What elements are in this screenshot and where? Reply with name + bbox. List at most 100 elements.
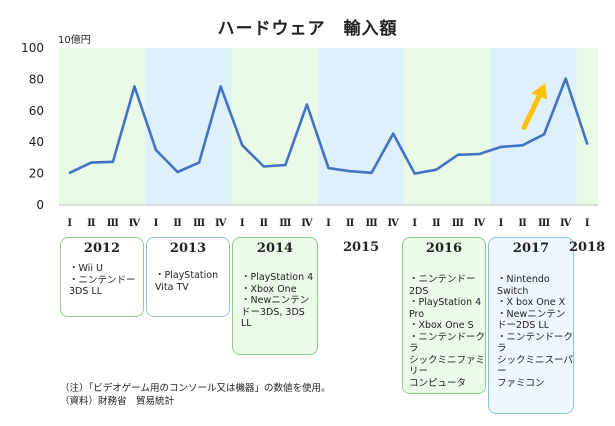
quarter-tick-label: Ⅰ [67, 218, 72, 229]
year-band [403, 48, 491, 205]
data-point [499, 145, 503, 149]
quarter-tick-label: Ⅳ [388, 218, 400, 229]
data-point [586, 142, 589, 145]
series-group [68, 77, 589, 175]
quarter-tick-label: Ⅱ [346, 218, 354, 229]
quarter-tick-label: Ⅳ [301, 218, 313, 229]
quarter-tick-label: Ⅰ [499, 218, 504, 229]
quarter-tick-label: Ⅲ [538, 218, 550, 229]
data-point [262, 165, 266, 168]
quarter-tick-label: Ⅲ [193, 218, 205, 229]
console-box-2013: 2013 ・PlayStation Vita TV [146, 237, 230, 317]
y-tick-label: 80 [29, 72, 44, 86]
year-band [317, 48, 404, 205]
data-point [133, 85, 136, 88]
data-point [111, 160, 115, 164]
year-band [59, 48, 146, 205]
data-point [435, 168, 438, 171]
quarter-tick-label: Ⅰ [412, 218, 417, 229]
data-point [68, 171, 71, 175]
console-item: ・PlayStation 4 Pro [409, 297, 482, 320]
year-band [490, 48, 577, 205]
console-item: ・PlayStation 4 [241, 272, 314, 283]
data-point [284, 163, 287, 167]
year-band [231, 48, 318, 205]
year-band [576, 48, 598, 205]
quarter-tick-label: Ⅱ [432, 218, 440, 229]
data-point [154, 148, 158, 152]
quarter-tick-label: Ⅰ [585, 218, 590, 229]
year-label-2013: 2013 [169, 241, 207, 256]
quarter-tick-label: Ⅰ [154, 218, 159, 229]
quarter-tick-label: Ⅲ [107, 218, 119, 229]
quarter-tick-label: Ⅳ [215, 218, 227, 229]
quarter-tick-label: Ⅱ [173, 218, 181, 229]
console-item: ・PlayStation Vita TV [155, 270, 219, 293]
arrow-head [531, 83, 548, 100]
quarter-tick-label: Ⅳ [560, 218, 572, 229]
console-item: ・ニンテンドー 3DS LL [69, 274, 136, 298]
y-tick-label: 20 [29, 167, 44, 181]
quarter-tick-label: Ⅳ [129, 218, 141, 229]
quarter-tick-label: Ⅳ [474, 218, 486, 229]
y-axis-unit-label: 10億円 [58, 35, 91, 46]
y-axis-ticks: 0 20 40 60 80 100 [21, 41, 44, 212]
data-point [542, 133, 546, 136]
console-item: ・Nintendo Switch [497, 274, 550, 297]
console-item: ・ニンテンドークラ シックミニスーパー ファミコン [497, 331, 574, 389]
year-label-2014: 2014 [256, 241, 294, 256]
chart-title: ハードウェア 輸入額 [217, 19, 398, 39]
quarter-tick-label: Ⅱ [518, 218, 526, 229]
year-label-2017: 2017 [512, 241, 550, 256]
console-box-2012: 2012 ・Wii U ・ニンテンドー 3DS LL [60, 237, 144, 317]
trend-arrow [521, 83, 548, 130]
year-label-2012: 2012 [83, 241, 121, 256]
quarter-tick-label: Ⅰ [240, 218, 245, 229]
y-tick-label: 40 [29, 135, 44, 149]
console-box-2016: 2016 ・ニンテンドー 2DS ・PlayStation 4 Pro ・Xbo… [402, 237, 486, 394]
console-item: ・Wii U [69, 263, 103, 274]
y-tick-label: 100 [21, 41, 44, 55]
quarter-tick-label: Ⅰ [326, 218, 331, 229]
data-point [90, 161, 93, 164]
data-point [391, 132, 395, 135]
year-label-2018: 2018 [569, 240, 606, 255]
quarter-tick-label: Ⅲ [279, 218, 291, 229]
console-item: ・Newニンテン ドー3DS, 3DS LL [241, 295, 310, 329]
console-item: ・Xbox One S [409, 320, 474, 331]
data-point [176, 170, 179, 174]
console-item: ・ニンテンドークラ シックミニファミリー コンピュータ [409, 331, 486, 389]
year-bands [59, 48, 598, 205]
arrow-shaft [521, 89, 544, 130]
quarter-tick-label: Ⅲ [366, 218, 378, 229]
console-item: ・Newニンテン ドー2DS LL [497, 308, 566, 332]
quarter-tick-label: Ⅱ [87, 218, 95, 229]
console-item: ・Xbox One [241, 283, 297, 295]
console-box-2014: 2014 ・PlayStation 4 ・Xbox One ・Newニンテン ド… [232, 237, 318, 355]
console-item: ・ニンテンドー 2DS [409, 274, 476, 297]
data-point [456, 153, 460, 156]
data-point [348, 170, 352, 173]
year-label-2015: 2015 [343, 240, 380, 255]
data-point [219, 85, 222, 88]
y-tick-label: 0 [36, 198, 44, 212]
data-point [370, 171, 373, 175]
console-item: ・X box One X [497, 297, 566, 308]
data-point [413, 172, 416, 175]
data-point [327, 166, 330, 170]
year-label-2016: 2016 [425, 241, 463, 256]
quarter-tick-label: Ⅱ [260, 218, 268, 229]
data-point [478, 152, 481, 156]
data-point [241, 144, 244, 147]
console-box-2017: 2017 ・Nintendo Switch ・X box One X ・Newニ… [488, 237, 574, 414]
y-tick-label: 60 [29, 104, 44, 118]
source-line: （資料）財務省 貿易統計 [60, 396, 175, 407]
data-point [521, 144, 524, 147]
data-point [197, 161, 201, 164]
note-line: （注）「ビデオゲーム用のコンソール又は機器」の数値を使用。 [60, 383, 331, 394]
data-point [564, 77, 567, 80]
quarter-tick-label: Ⅲ [452, 218, 464, 229]
data-point [305, 103, 309, 106]
